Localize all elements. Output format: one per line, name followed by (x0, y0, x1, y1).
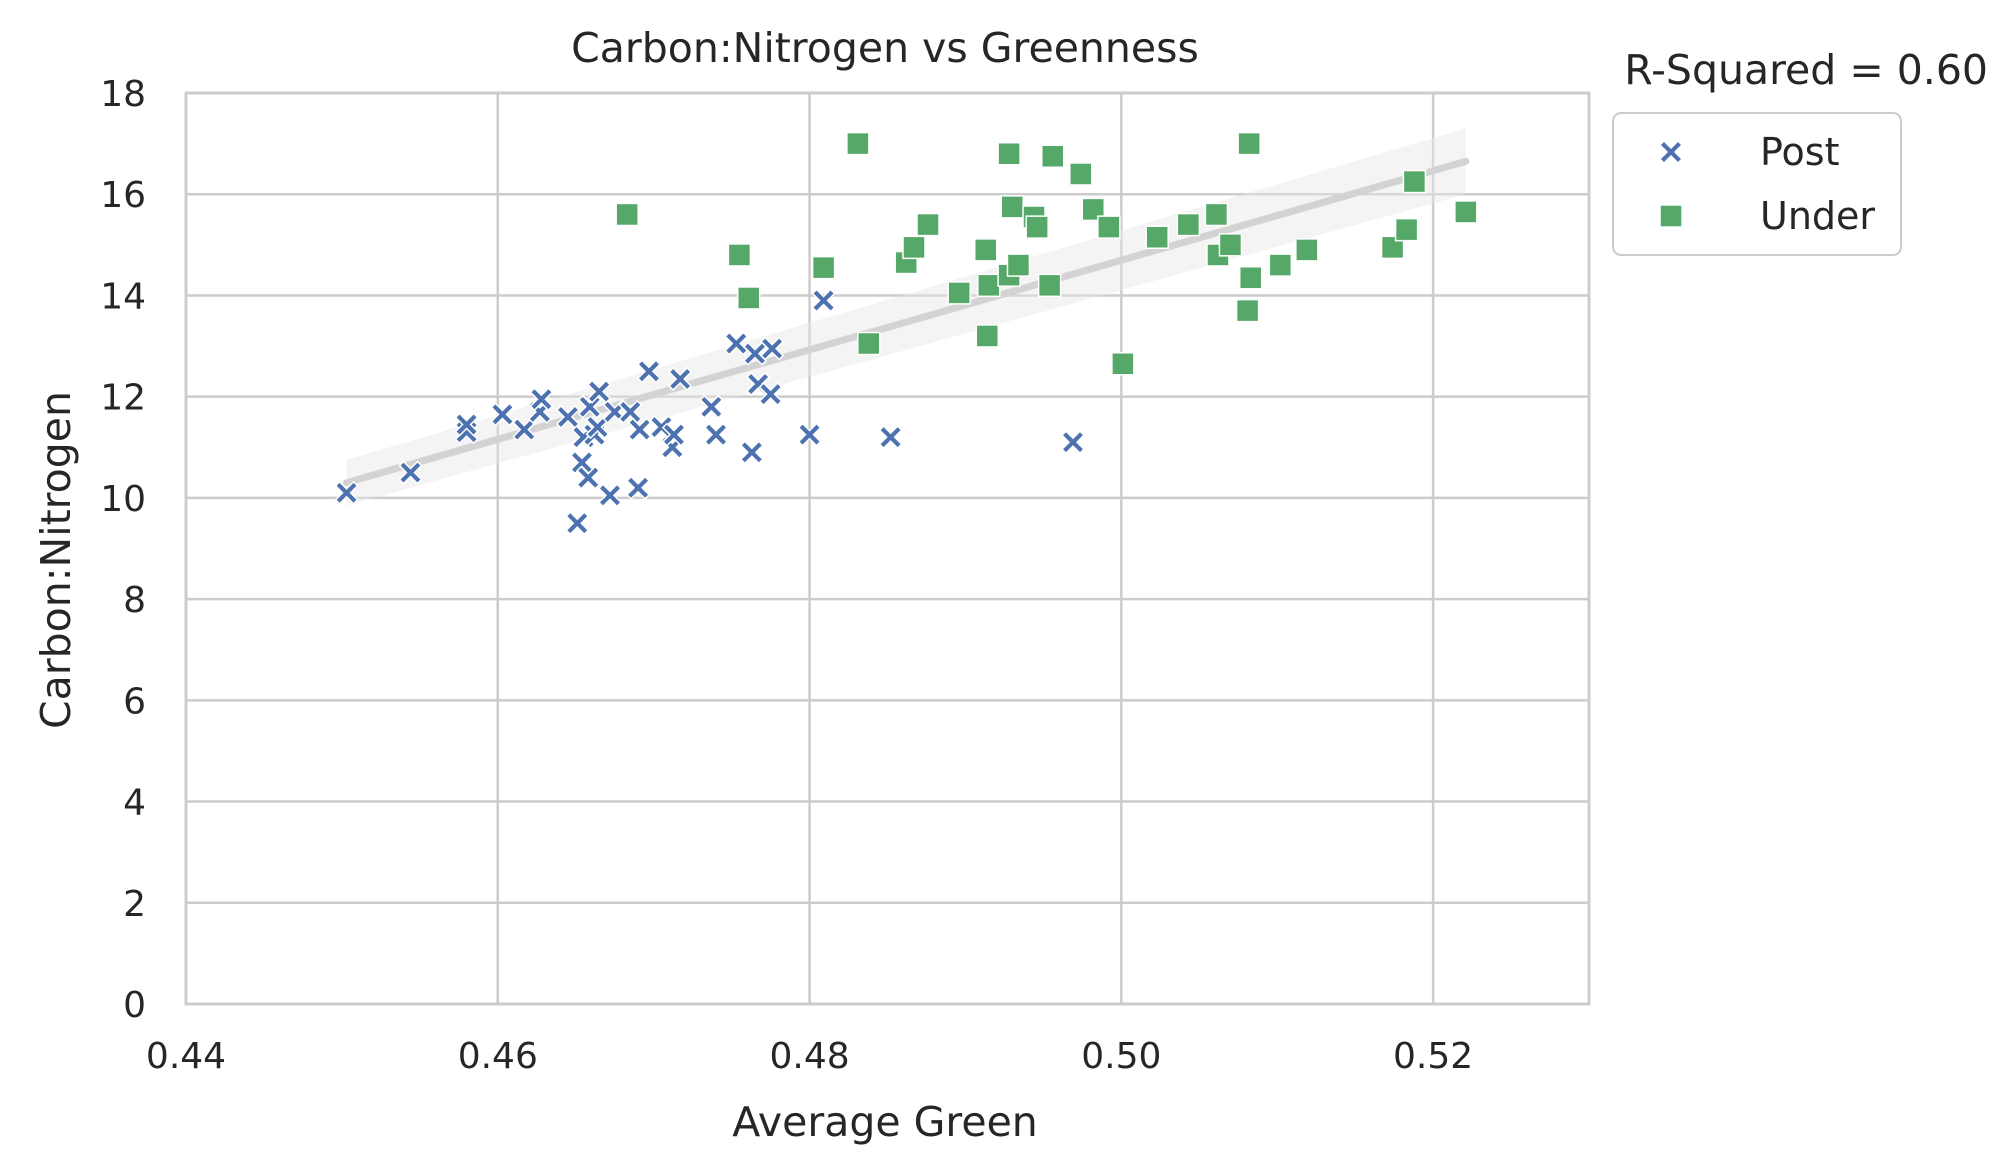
point-under (1176, 212, 1201, 237)
point-post (760, 336, 785, 361)
point-post (587, 379, 612, 404)
point-post (555, 404, 580, 429)
y-axis-label: Carbon:Nitrogen (32, 391, 80, 729)
point-under (1040, 144, 1065, 169)
tick-label-layer: 0.44 0.46 0.48 0.50 0.52 0 2 4 6 8 10 12 14 16 18 (100, 74, 1473, 1077)
point-post (636, 359, 662, 384)
r-squared-annotation: R-Squared = 0.60 (1624, 46, 1988, 94)
point-post (797, 422, 822, 447)
point-post (661, 422, 686, 447)
point-post (699, 394, 724, 419)
x-tick-label: 0.46 (458, 1036, 538, 1077)
point-post (626, 475, 651, 500)
point-under (1235, 298, 1260, 323)
point-post (758, 382, 783, 407)
point-post (454, 412, 479, 437)
point-under (1000, 195, 1024, 219)
point-under (1037, 273, 1062, 298)
legend: Post Under (1612, 112, 1902, 256)
point-post (512, 417, 537, 442)
point-under (975, 324, 1000, 348)
point-under (727, 243, 752, 267)
point-under (1006, 253, 1031, 277)
axes-frame-layer (184, 91, 1591, 1006)
plot-frame (184, 91, 1591, 1006)
legend-label-post: Post (1760, 130, 1840, 174)
point-under (947, 281, 971, 305)
x-tick-label: 0.52 (1393, 1036, 1473, 1077)
point-post (703, 422, 729, 447)
regression-layer (343, 157, 1470, 487)
point-post (878, 425, 903, 450)
point-post (668, 366, 693, 392)
y-tick-label: 6 (123, 681, 146, 722)
point-under (1454, 200, 1478, 224)
point-post (1060, 430, 1086, 455)
y-tick-label: 18 (100, 74, 146, 115)
point-under (973, 238, 998, 262)
points-layer (334, 131, 1478, 536)
point-under (1025, 215, 1049, 239)
point-post (529, 387, 554, 412)
point-under (997, 141, 1021, 166)
x-tick-label: 0.48 (769, 1036, 849, 1077)
point-under (737, 286, 761, 310)
y-tick-label: 4 (123, 783, 146, 824)
point-under (1111, 352, 1135, 376)
chart-title: Carbon:Nitrogen vs Greenness (571, 24, 1199, 72)
point-under (1295, 238, 1319, 262)
x-tick-label: 0.44 (146, 1036, 226, 1077)
point-under (1204, 202, 1229, 227)
point-post (585, 414, 610, 440)
point-under (1069, 162, 1093, 186)
point-under (846, 131, 870, 156)
point-under (1145, 225, 1169, 249)
point-post (618, 399, 643, 424)
point-post (597, 483, 623, 508)
regression-line (343, 157, 1470, 487)
point-under (1380, 235, 1405, 260)
point-post (742, 341, 768, 366)
point-post (334, 480, 359, 505)
point-under (811, 255, 836, 280)
legend-label-under: Under (1760, 194, 1875, 238)
y-tick-label: 10 (100, 479, 146, 520)
y-tick-label: 16 (100, 175, 146, 216)
point-under (916, 212, 940, 237)
y-tick-label: 12 (100, 378, 146, 419)
y-tick-label: 14 (100, 276, 146, 317)
point-post (739, 440, 764, 465)
point-post (811, 288, 836, 313)
point-under (1268, 253, 1293, 277)
legend-marker-post (1658, 139, 1684, 165)
point-under (1237, 131, 1261, 156)
x-axis-label: Average Green (732, 1098, 1038, 1146)
point-under (977, 273, 1001, 298)
point-under (1402, 169, 1427, 194)
point-post (627, 417, 652, 442)
point-post (398, 460, 423, 485)
y-tick-label: 8 (123, 580, 146, 621)
x-tick-label: 0.50 (1081, 1036, 1161, 1077)
point-post (577, 394, 602, 419)
point-under (1394, 217, 1419, 242)
point-under (1238, 265, 1263, 290)
y-tick-label: 0 (123, 985, 146, 1026)
legend-frame (1612, 112, 1902, 256)
point-post (565, 511, 590, 536)
point-post (576, 465, 601, 490)
point-under (1081, 197, 1106, 222)
point-under (902, 235, 926, 260)
legend-marker-under (1659, 204, 1683, 228)
y-tick-label: 2 (123, 884, 146, 925)
point-under (1218, 233, 1243, 257)
point-under (615, 202, 639, 227)
point-under (1097, 215, 1121, 239)
point-under (857, 331, 881, 356)
